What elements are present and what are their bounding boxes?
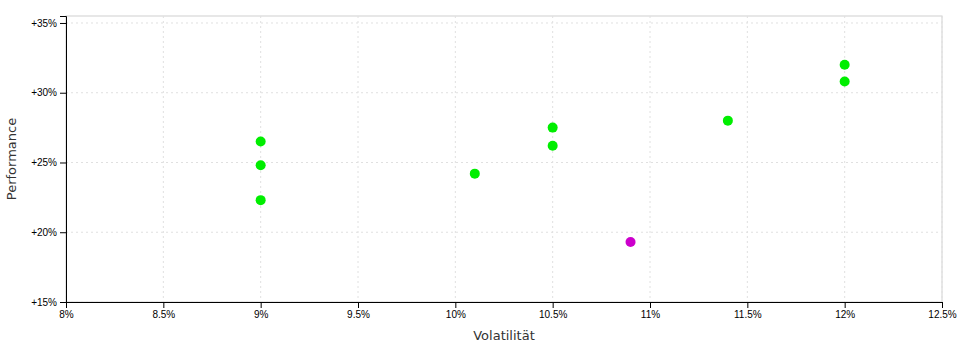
y-tick-mark: [60, 162, 66, 163]
point: [256, 195, 266, 205]
x-tick: 11%: [641, 302, 660, 320]
y-grid-line: [66, 92, 942, 93]
x-tick-mark: [942, 302, 943, 308]
y-tick: +20%: [31, 227, 66, 238]
y-tick: +15%: [31, 297, 66, 308]
y-axis: +15% +20% +25% +30% +35%: [31, 17, 66, 308]
point: [840, 60, 850, 70]
y-grid-line: [66, 162, 942, 163]
y-tick-label: +15%: [31, 297, 57, 308]
point: [626, 237, 636, 247]
x-tick: 9.5%: [347, 302, 370, 320]
x-tick-mark: [553, 302, 554, 308]
x-grid-line: [747, 16, 748, 302]
x-axis-title: Volatilität: [473, 328, 535, 343]
x-tick-label: 11.5%: [734, 309, 762, 320]
x-tick-label: 9%: [254, 309, 269, 320]
marks: [256, 60, 850, 247]
x-tick-label: 10%: [446, 309, 466, 320]
x-tick: 12%: [835, 302, 855, 320]
y-tick: +25%: [31, 157, 66, 168]
point: [256, 137, 266, 147]
x-tick: 10%: [446, 302, 466, 320]
point: [840, 77, 850, 87]
x-tick-label: 12%: [835, 309, 855, 320]
x-grid-line: [650, 16, 651, 302]
y-grid-line: [66, 232, 942, 233]
point: [723, 116, 733, 126]
x-tick-label: 10.5%: [539, 309, 567, 320]
x-tick: 11.5%: [734, 302, 762, 320]
x-tick: 8%: [59, 302, 74, 320]
y-grid-line: [66, 22, 942, 23]
x-tick-mark: [455, 302, 456, 308]
point: [548, 141, 558, 151]
x-tick-mark: [261, 302, 262, 308]
x-tick: 9%: [254, 302, 269, 320]
point: [256, 160, 266, 170]
x-grid-line: [163, 16, 164, 302]
plot: 8% 8.5% 9% 9.5% 10% 10.5% 11% 11.5% 12% 12.5% +15%…: [31, 16, 957, 320]
y-tick-label: +30%: [31, 87, 57, 98]
x-tick-label: 11%: [641, 309, 660, 320]
x-tick-label: 8.5%: [152, 309, 175, 320]
x-grid-line: [942, 16, 943, 302]
x-grid-line: [844, 16, 845, 302]
x-tick: 10.5%: [539, 302, 567, 320]
x-tick: 12.5%: [928, 302, 956, 320]
x-tick-mark: [163, 302, 164, 308]
x-axis: 8% 8.5% 9% 9.5% 10% 10.5% 11% 11.5% 12% 12.5%: [59, 302, 957, 320]
y-tick-mark: [60, 93, 66, 94]
x-tick: 8.5%: [152, 302, 175, 320]
y-tick-mark: [60, 232, 66, 233]
y-tick-mark: [60, 23, 66, 24]
x-grid-line: [358, 16, 359, 302]
y-tick-mark: [60, 302, 66, 303]
point: [548, 123, 558, 133]
x-grid-line: [552, 16, 553, 302]
grid: [66, 16, 942, 302]
x-tick-mark: [650, 302, 651, 308]
chart: 8% 8.5% 9% 9.5% 10% 10.5% 11% 11.5% 12% 12.5% +15%…: [0, 0, 966, 350]
y-tick-label: +20%: [31, 227, 57, 238]
series: [626, 237, 636, 247]
x-tick-label: 8%: [59, 309, 74, 320]
x-tick-label: 9.5%: [347, 309, 370, 320]
point: [470, 169, 480, 179]
y-tick: +35%: [31, 18, 66, 29]
x-axis-line: [67, 303, 943, 309]
plot-frame: [66, 16, 942, 302]
x-grid-line: [260, 16, 261, 302]
x-tick-mark: [845, 302, 846, 308]
y-axis-title: Performance: [4, 118, 19, 200]
x-grid-line: [455, 16, 456, 302]
series: [256, 60, 850, 205]
x-tick-mark: [747, 302, 748, 308]
x-tick-label: 12.5%: [928, 309, 956, 320]
y-tick-label: +35%: [31, 18, 57, 29]
x-tick-mark: [358, 302, 359, 308]
y-tick-label: +25%: [31, 157, 57, 168]
y-axis-line: [60, 17, 67, 303]
y-tick: +30%: [31, 87, 66, 98]
